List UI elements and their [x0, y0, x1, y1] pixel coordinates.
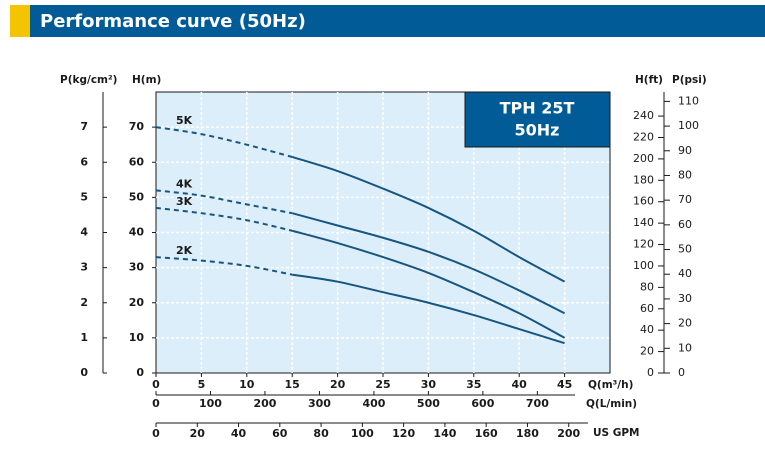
y3-tick-label: 100 [678, 119, 699, 132]
x2-tick-label: 200 [253, 397, 276, 410]
y-p-tick-label: 7 [80, 120, 88, 133]
x-tick-label: 5 [198, 378, 206, 391]
x-tick-label: 10 [239, 378, 255, 391]
x-tick-label: 25 [375, 378, 390, 391]
y-tick-label: 70 [129, 120, 145, 133]
y-p-label: P(kg/cm²) [60, 74, 117, 86]
x2-tick-label: 600 [471, 397, 494, 410]
curve-dashed [155, 126, 293, 158]
y-p-tick-label: 3 [80, 261, 88, 274]
y2-tick-label: 160 [633, 195, 654, 208]
series-label: 3K [176, 195, 193, 208]
x3-tick-label: 140 [433, 427, 456, 440]
series-label: 4K [176, 177, 193, 190]
y-p-tick-label: 0 [80, 366, 88, 379]
y2-label: H(ft) [635, 74, 663, 86]
x-tick-label: 20 [330, 378, 346, 391]
y2-tick-label: 0 [647, 366, 654, 379]
frequency: 50Hz [515, 121, 560, 140]
y3-tick-label: 80 [678, 168, 692, 181]
series-label: 5K [176, 114, 193, 127]
y3-tick-label: 60 [678, 218, 692, 231]
y-label: H(m) [132, 74, 161, 86]
curve-dashed [155, 206, 293, 232]
y-p-tick-label: 6 [80, 155, 88, 168]
x-tick-label: 40 [512, 378, 528, 391]
y3-tick-label: 40 [678, 267, 692, 280]
x3-tick-label: 200 [557, 427, 580, 440]
x-tick-label: 15 [285, 378, 300, 391]
y2-tick-label: 100 [633, 259, 654, 272]
y2-tick-label: 40 [640, 323, 654, 336]
x3-tick-label: 160 [475, 427, 498, 440]
x3-tick-label: 180 [516, 427, 539, 440]
y-tick-label: 30 [129, 261, 145, 274]
y-p-tick-label: 2 [80, 296, 88, 309]
curve-dashed [155, 256, 293, 276]
y-tick-label: 50 [129, 190, 145, 203]
x3-tick-label: 20 [190, 427, 206, 440]
y-tick-label: 60 [129, 155, 145, 168]
chart-title: Performance curve (50Hz) [40, 11, 306, 32]
y3-label: P(psi) [672, 74, 707, 86]
x2-tick-label: 0 [152, 397, 160, 410]
y3-tick-label: 10 [678, 341, 692, 354]
x2-tick-label: 100 [199, 397, 222, 410]
x2-tick-label: 300 [308, 397, 331, 410]
x2-tick-label: 500 [417, 397, 440, 410]
header-bar [30, 5, 765, 37]
y-tick-label: 40 [129, 226, 145, 239]
x3-tick-label: 100 [351, 427, 374, 440]
curve-dashed [155, 189, 293, 215]
model: TPH 25T [500, 99, 575, 118]
y2-tick-label: 80 [640, 280, 654, 293]
y2-tick-label: 180 [633, 173, 654, 186]
x3-tick-label: 0 [152, 427, 160, 440]
y3-tick-label: 30 [678, 292, 692, 305]
curve [292, 273, 565, 345]
x-tick-label: 45 [557, 378, 572, 391]
y2-tick-label: 140 [633, 216, 654, 229]
y3-tick-label: 90 [678, 144, 692, 157]
y3-tick-label: 50 [678, 243, 692, 256]
x2-tick-label: 400 [362, 397, 385, 410]
x3-tick-label: 60 [272, 427, 288, 440]
y3-tick-label: 110 [678, 94, 699, 107]
y2-tick-label: 120 [633, 238, 654, 251]
y-p-tick-label: 5 [80, 190, 88, 203]
y-tick-label: 20 [129, 296, 145, 309]
curves [155, 126, 566, 345]
y2-tick-label: 60 [640, 302, 654, 315]
y2-tick-label: 200 [633, 152, 654, 165]
x3-tick-label: 120 [392, 427, 415, 440]
y2-tick-label: 220 [633, 130, 654, 143]
model-box [464, 91, 611, 148]
x3-tick-label: 40 [231, 427, 247, 440]
y3-tick-label: 20 [678, 317, 692, 330]
x-label: Q(m³/h) [588, 379, 633, 391]
header-accent [10, 5, 30, 37]
y3-tick-label: 70 [678, 193, 692, 206]
x-tick-label: 35 [466, 378, 481, 391]
y-p-tick-label: 4 [80, 226, 88, 239]
curve [291, 156, 566, 283]
curve [291, 229, 566, 339]
series-label: 2K [176, 244, 193, 257]
x2-tick-label: 700 [526, 397, 549, 410]
y2-tick-label: 20 [640, 345, 654, 358]
y-tick-label: 0 [136, 366, 144, 379]
y2-tick-label: 240 [633, 109, 654, 122]
x-tick-label: 30 [421, 378, 437, 391]
x2-label: Q(L/min) [586, 398, 637, 410]
x-tick-label: 0 [152, 378, 160, 391]
y3-tick-label: 0 [678, 366, 685, 379]
x3-label: US GPM [593, 427, 640, 439]
y-p-tick-label: 1 [80, 331, 88, 344]
y-tick-label: 10 [129, 331, 145, 344]
curve [291, 212, 566, 315]
x3-tick-label: 80 [313, 427, 329, 440]
